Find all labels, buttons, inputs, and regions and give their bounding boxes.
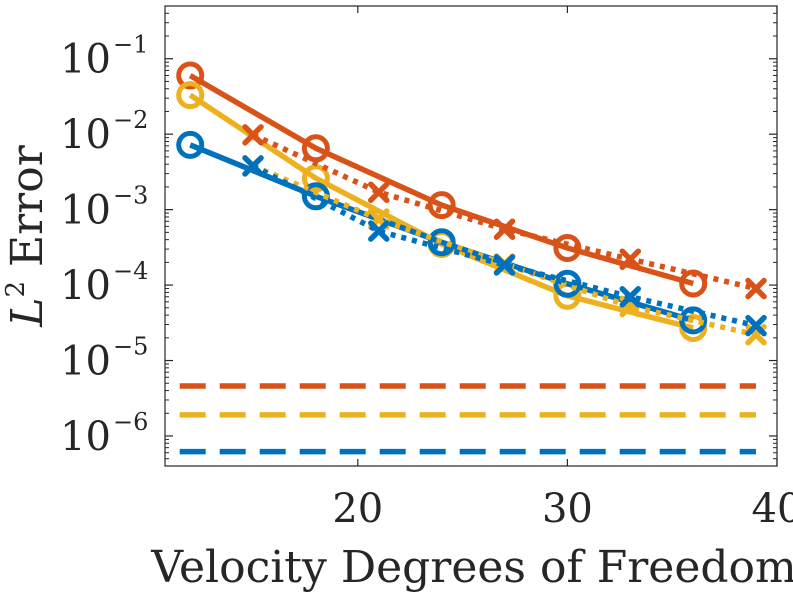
y-tick-exponent-1: −5 bbox=[113, 333, 148, 361]
marker-blue-crosses-dotted-2 bbox=[493, 254, 516, 276]
series-line-blue-crosses-dotted bbox=[251, 163, 757, 329]
marker-orange-circles-solid-1 bbox=[301, 134, 330, 163]
y-axis-title-space bbox=[2, 267, 53, 281]
y-tick-exponent-2: −4 bbox=[113, 257, 148, 285]
series-line-orange-crosses-dotted bbox=[251, 132, 757, 292]
series-orange-crosses-dotted bbox=[242, 124, 767, 300]
y-axis-title: L2 Error bbox=[1, 144, 53, 327]
x-tick-label-0: 20 bbox=[332, 486, 383, 532]
y-axis-title-variable: L bbox=[2, 298, 53, 328]
marker-blue-crosses-dotted-3 bbox=[619, 286, 642, 308]
marker-orange-crosses-dotted-4 bbox=[745, 277, 767, 300]
marker-blue-circles-solid-3 bbox=[553, 269, 582, 298]
marker-orange-crosses-dotted-0 bbox=[242, 124, 264, 146]
series-layer bbox=[176, 61, 767, 455]
y-tick-exponent-5: −1 bbox=[113, 31, 148, 59]
marker-blue-circles-solid-2 bbox=[427, 228, 456, 257]
y-tick-label-0: 10 bbox=[60, 414, 111, 460]
y-tick-exponent-4: −2 bbox=[113, 106, 148, 134]
series-blue-crosses-dotted bbox=[242, 155, 767, 337]
marker-blue-crosses-dotted-0 bbox=[242, 155, 264, 177]
y-tick-label-2: 10 bbox=[60, 263, 111, 309]
marker-orange-circles-solid-3 bbox=[553, 234, 582, 262]
x-axis-title: Velocity Degrees of Freedom bbox=[150, 542, 793, 593]
marker-orange-crosses-dotted-1 bbox=[368, 181, 390, 203]
marker-blue-crosses-dotted-4 bbox=[745, 314, 767, 337]
series-line-orange-circles-solid bbox=[188, 73, 694, 287]
series-orange-circles-solid bbox=[176, 61, 708, 298]
marker-orange-crosses-dotted-3 bbox=[619, 248, 642, 270]
x-tick-label-2: 40 bbox=[752, 486, 793, 532]
y-tick-label-1: 10 bbox=[60, 339, 111, 385]
y-tick-exponent-3: −3 bbox=[113, 182, 148, 210]
marker-blue-crosses-dotted-1 bbox=[368, 220, 390, 242]
y-axis-title-superscript: 2 bbox=[1, 281, 31, 298]
marker-yellow-circles-solid-0 bbox=[176, 81, 205, 110]
y-tick-label-4: 10 bbox=[60, 112, 111, 158]
y-axis-title-word: Error bbox=[2, 144, 53, 267]
marker-blue-circles-solid-0 bbox=[176, 130, 205, 159]
y-axis-title-text: L2 Error bbox=[1, 144, 53, 327]
y-tick-exponent-0: −6 bbox=[113, 408, 148, 436]
marker-orange-circles-solid-0 bbox=[176, 61, 205, 90]
plot-area bbox=[165, 6, 777, 466]
y-tick-label-3: 10 bbox=[60, 188, 111, 234]
axes-box bbox=[164, 5, 778, 467]
series-line-yellow-crosses-dotted bbox=[251, 163, 757, 338]
marker-orange-crosses-dotted-2 bbox=[493, 218, 516, 240]
x-tick-label-1: 30 bbox=[542, 486, 593, 532]
y-tick-label-5: 10 bbox=[60, 37, 111, 83]
